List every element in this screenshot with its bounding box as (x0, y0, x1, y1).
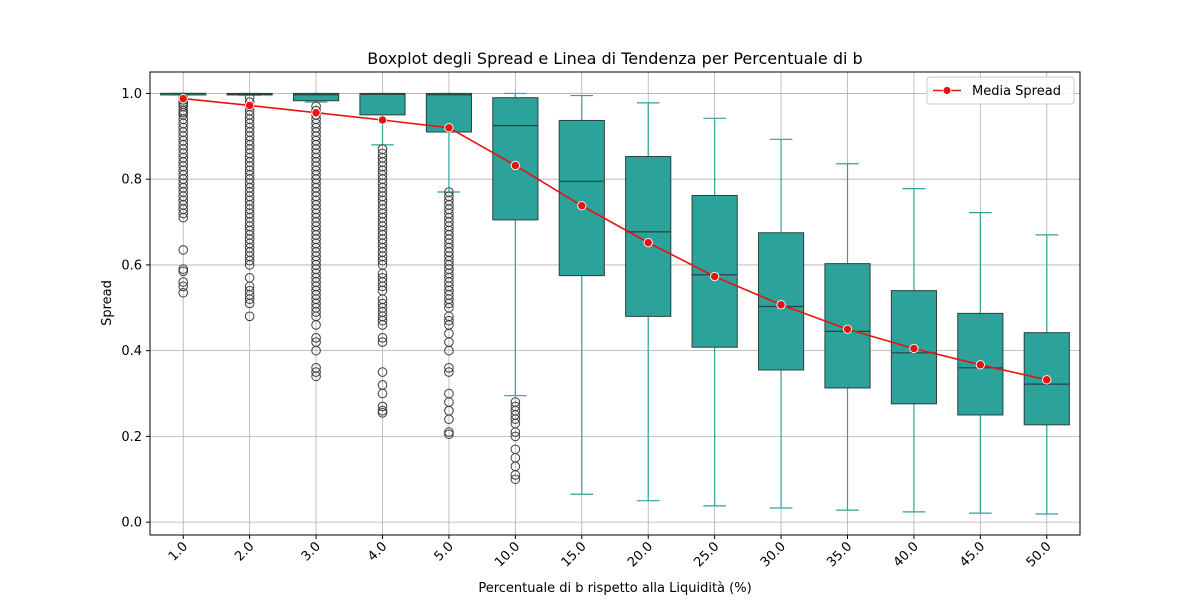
box-group-2.0 (226, 92, 273, 322)
box (292, 92, 340, 102)
outlier-point (444, 363, 454, 373)
box-group-4.0 (359, 92, 406, 418)
outlier-point (444, 298, 454, 309)
box (558, 119, 605, 277)
outlier-point (377, 332, 388, 343)
mean-spread-point (909, 343, 919, 354)
box (625, 155, 672, 317)
outlier-point (311, 345, 321, 356)
outlier-point (510, 414, 521, 425)
outlier-point (377, 367, 388, 377)
outlier-point (510, 474, 521, 485)
y-tick-label: 0.6 (121, 258, 142, 273)
outlier-point (178, 281, 189, 292)
mean-spread-point (1042, 375, 1052, 385)
trend-line (178, 93, 1052, 385)
mean-spread-point (510, 160, 521, 171)
outlier-point (377, 315, 388, 326)
box (492, 97, 539, 221)
y-tick-label: 0.0 (121, 516, 142, 531)
y-tick-label: 1.0 (121, 87, 142, 102)
box (359, 92, 406, 116)
mean-spread-point (178, 93, 188, 104)
boxes (160, 92, 1070, 515)
outlier-point (178, 277, 189, 287)
box-group-10.0 (492, 92, 539, 485)
mean-spread-line (183, 97, 1047, 381)
outlier-point (178, 107, 189, 118)
legend-entry-label: Media Spread (972, 84, 1061, 99)
mean-spread-point (975, 360, 986, 370)
outlier-point (377, 405, 388, 416)
outlier-point (244, 255, 255, 266)
mean-spread-point (244, 100, 255, 111)
outlier-point (311, 307, 321, 317)
mean-spread-point (842, 324, 853, 334)
outlier-point (311, 371, 321, 382)
outlier-point (244, 298, 255, 309)
outlier-point (444, 345, 454, 356)
mean-spread-point (377, 115, 388, 125)
x-axis-label: Percentuale di b rispetto alla Liquidità… (478, 581, 751, 596)
outlier-point (377, 408, 388, 418)
outlier-point (178, 245, 189, 255)
box-group-3.0 (292, 92, 340, 382)
mean-spread-point (311, 108, 321, 118)
mean-spread-point (709, 271, 720, 282)
outlier-point (377, 388, 388, 399)
outlier-point (377, 337, 388, 347)
y-tick-label: 0.4 (121, 344, 142, 359)
outlier-point (311, 320, 321, 330)
outlier-point (377, 401, 388, 412)
box (691, 194, 738, 348)
outlier-point (444, 367, 454, 377)
axes-frame (149, 71, 1081, 536)
y-tick-label: 0.8 (121, 173, 142, 188)
y-tick-label: 0.2 (121, 430, 142, 445)
legend: Media Spread (926, 76, 1075, 105)
outlier-point (311, 332, 321, 343)
outlier-point (377, 320, 388, 330)
outlier-point (178, 264, 189, 275)
box-group-15.0 (558, 94, 605, 495)
outlier-point (510, 470, 521, 480)
outlier-point (444, 315, 454, 326)
outlier-point (377, 281, 388, 292)
outlier-point (244, 294, 255, 305)
outlier-point (377, 255, 388, 266)
chart-title: Boxplot degli Spread e Linea di Tendenza… (367, 49, 862, 68)
outlier-point (244, 260, 255, 270)
legend-frame (926, 76, 1075, 105)
outlier-point (510, 427, 521, 437)
outlier-point (178, 208, 189, 219)
legend-marker-swatch (942, 86, 952, 95)
y-axis-label: Spread (100, 280, 115, 326)
mean-spread-point (643, 237, 653, 248)
outlier-point (178, 287, 189, 298)
outlier-point (444, 427, 454, 437)
outlier-point (444, 429, 454, 440)
outlier-point (244, 311, 255, 322)
outlier-point (444, 414, 454, 425)
outlier-point (311, 367, 321, 377)
mean-spread-point (444, 123, 454, 133)
outlier-point (178, 266, 189, 277)
box-group-25.0 (691, 117, 738, 507)
box-group-20.0 (625, 102, 672, 502)
outlier-point (178, 212, 189, 223)
mean-spread-point (577, 201, 587, 211)
mean-spread-point (776, 300, 786, 310)
outlier-point (510, 431, 521, 442)
